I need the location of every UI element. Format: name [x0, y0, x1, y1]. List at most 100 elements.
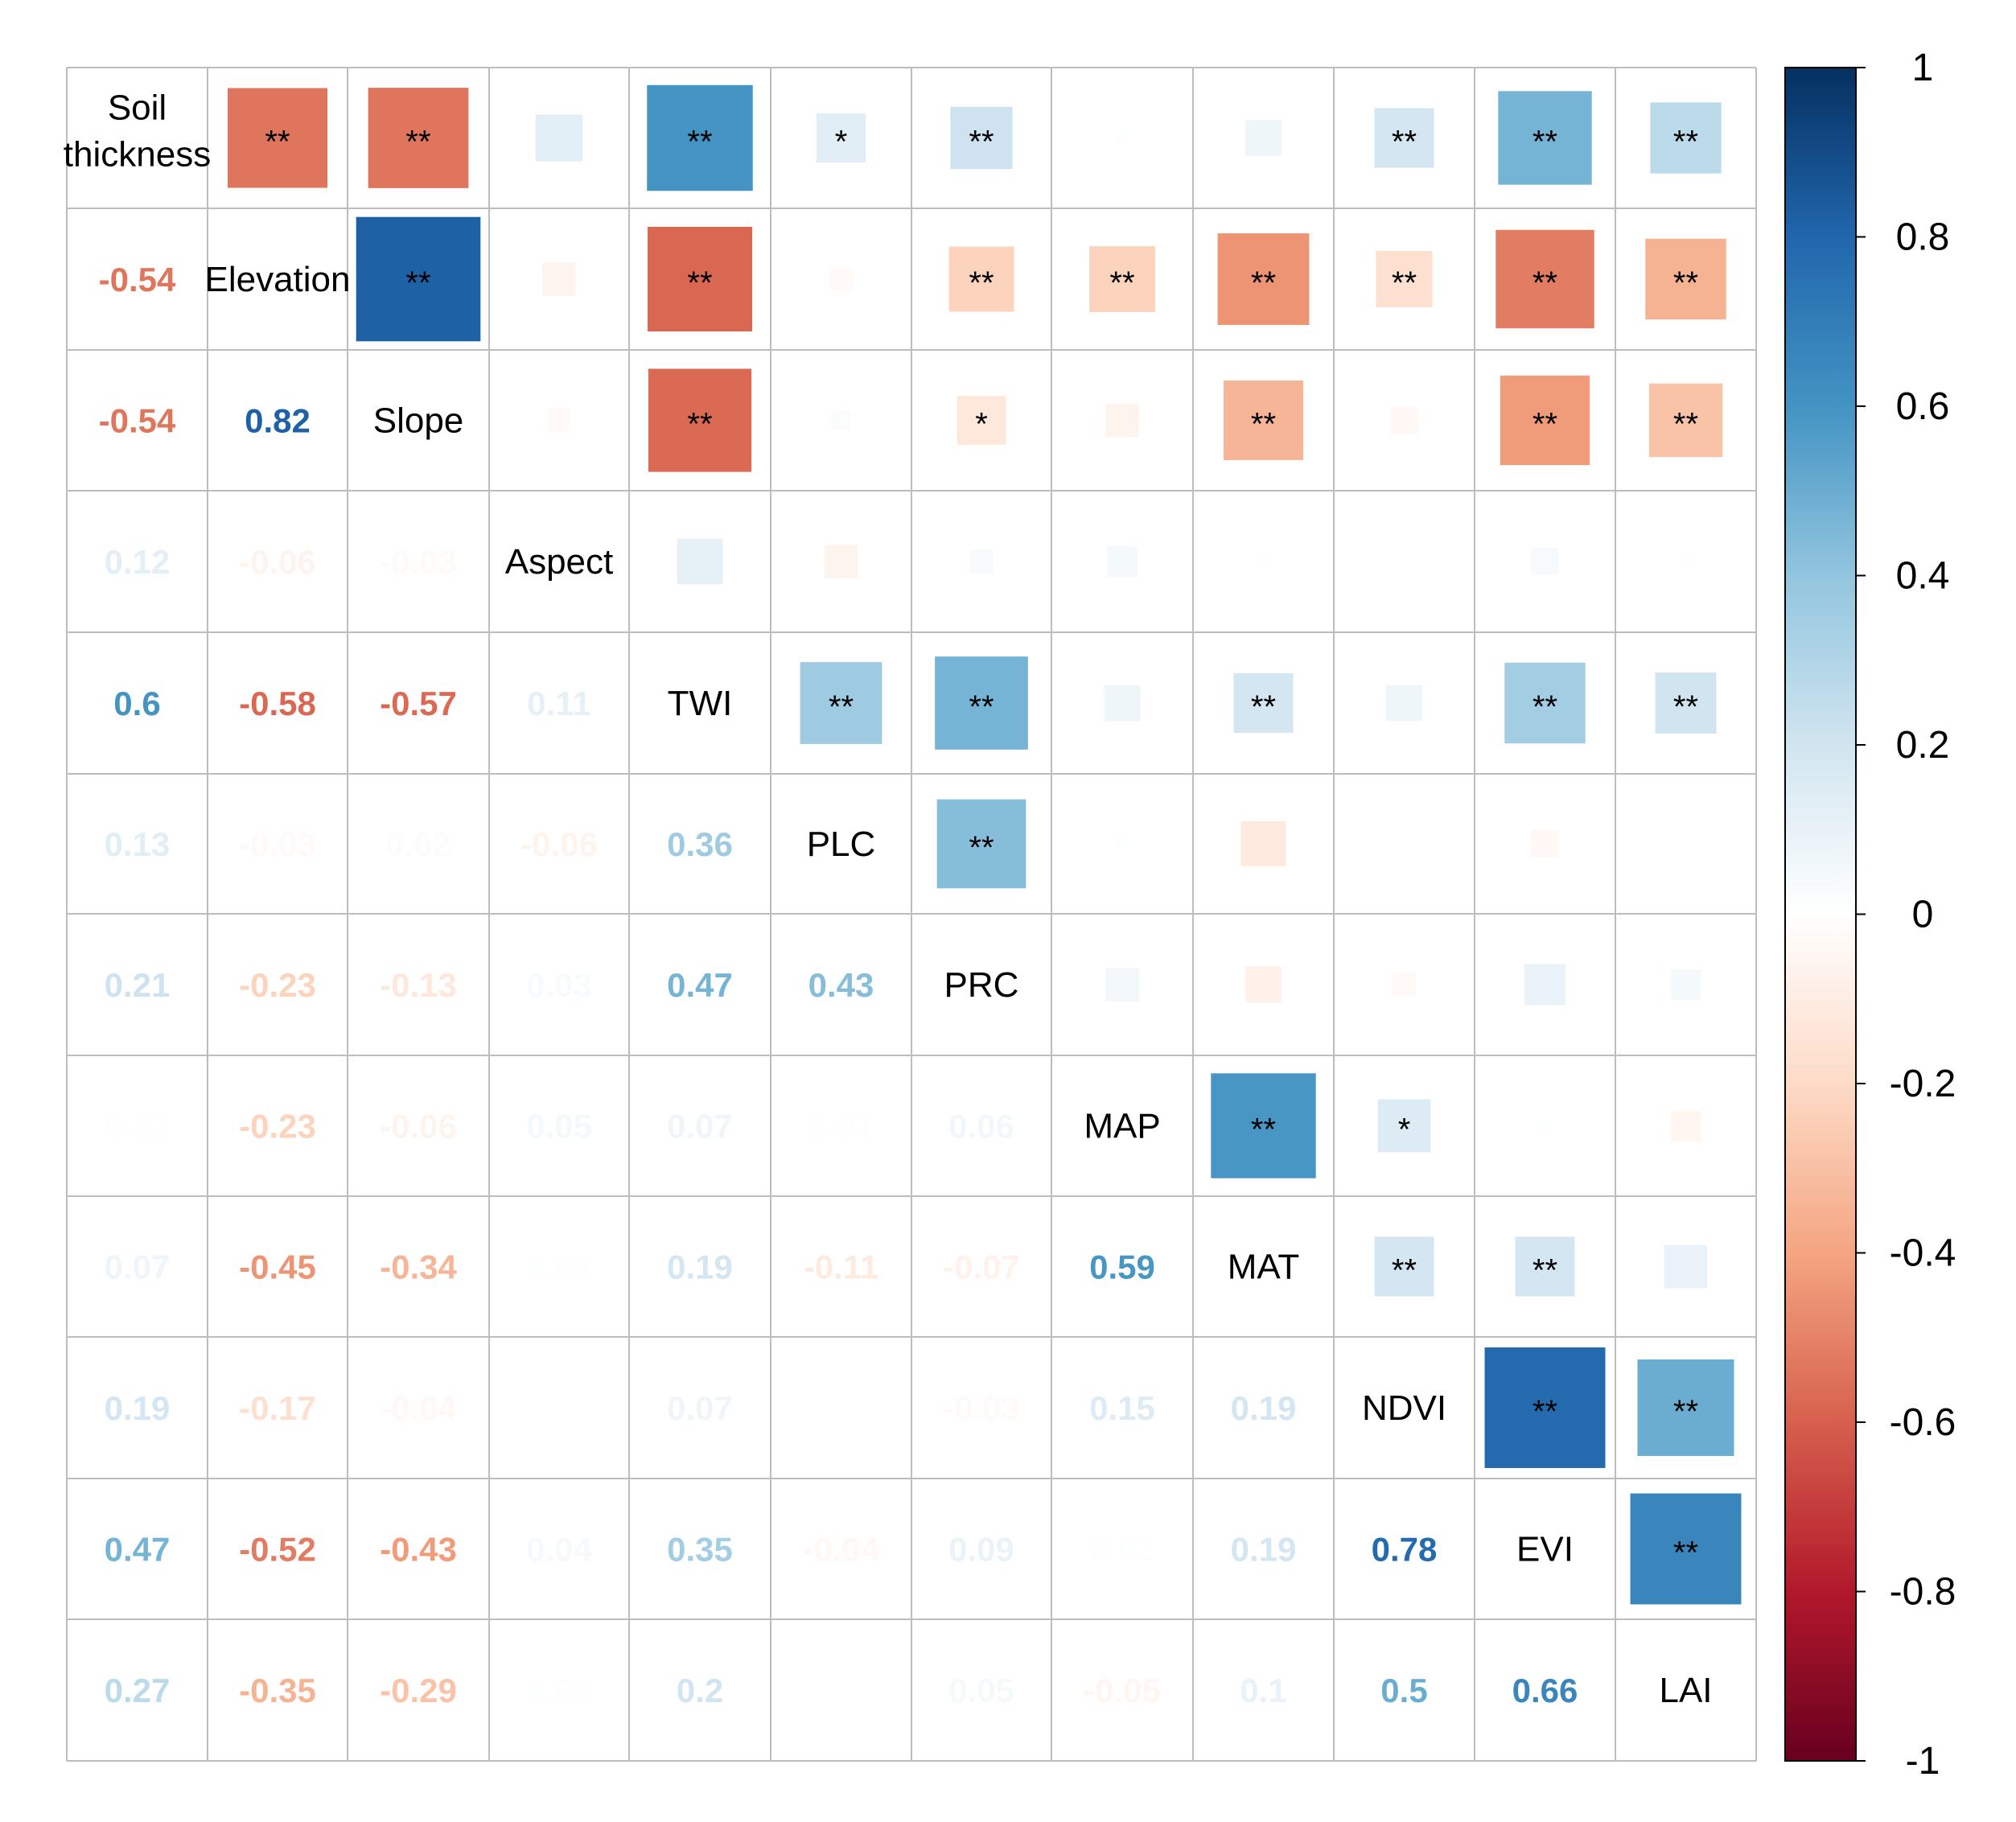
variable-label: Soil thickness — [64, 88, 211, 175]
variable-label: TWI — [668, 684, 733, 723]
significance-mark: ** — [1673, 689, 1698, 725]
corr-value-label: -0.06 — [239, 543, 316, 581]
corr-value-label: 0.27 — [105, 1672, 171, 1709]
significance-mark: ** — [1533, 125, 1557, 160]
significance-mark: * — [975, 407, 988, 442]
colorbar-tick-label: 0 — [1912, 894, 1934, 936]
significance-mark: ** — [1673, 1536, 1698, 1571]
corr-square-9-11 — [1637, 1359, 1734, 1457]
corr-value-label: -0.23 — [239, 966, 316, 1004]
corr-value-label: 0.07 — [667, 1108, 733, 1145]
significance-mark: * — [1398, 1113, 1411, 1148]
corr-value-label: 0.59 — [1089, 1248, 1155, 1286]
corr-value-label: -0.13 — [380, 966, 457, 1004]
corr-square-6-8 — [1245, 966, 1282, 1003]
corr-value-label: 0.01 — [526, 1672, 592, 1709]
grid-lines — [66, 67, 1757, 1762]
corr-square-0-11 — [1650, 102, 1722, 174]
corr-value-label: -0.52 — [239, 1531, 316, 1569]
corr-square-1-6 — [948, 246, 1014, 312]
corr-square-4-8 — [1233, 673, 1294, 733]
corr-square-7-11 — [1670, 1110, 1701, 1141]
significance-mark: ** — [1533, 1394, 1557, 1429]
corr-value-label: -0.11 — [804, 1248, 878, 1286]
corr-square-0-5 — [816, 113, 866, 163]
significance-mark: ** — [969, 830, 994, 866]
corr-square-9-10 — [1484, 1347, 1606, 1468]
corr-square-2-3 — [547, 408, 571, 433]
significance-mark: ** — [687, 265, 712, 301]
corr-square-1-4 — [647, 226, 753, 332]
significance-mark: * — [835, 125, 848, 160]
corr-square-2-6 — [957, 396, 1006, 445]
colorbar-gradient — [1784, 67, 1857, 1762]
corr-square-8-9 — [1374, 1236, 1434, 1297]
corr-square-2-10 — [1500, 375, 1590, 466]
corr-value-label: 0.47 — [667, 966, 733, 1004]
corr-value-label: 0.19 — [667, 1248, 733, 1286]
corr-value-label: 0.15 — [1089, 1389, 1155, 1427]
corr-value-label: 0 — [832, 1672, 850, 1709]
significance-mark: ** — [1251, 407, 1276, 442]
corr-square-2-11 — [1648, 383, 1723, 458]
corr-square-2-7 — [1105, 403, 1139, 438]
corr-square-3-4 — [677, 538, 723, 585]
corr-value-label: -0.58 — [239, 685, 316, 722]
variable-label-line: Soil — [108, 88, 167, 128]
corr-value-label: 0.06 — [948, 1108, 1014, 1145]
colorbar-tick-label: 1 — [1912, 47, 1934, 89]
corr-square-3-7 — [1106, 545, 1138, 578]
corr-value-label: 0.19 — [1231, 1389, 1297, 1427]
corr-square-7-8 — [1211, 1073, 1316, 1178]
corr-square-3-11 — [1679, 554, 1693, 569]
corr-value-label: -0.45 — [239, 1248, 316, 1286]
corr-square-1-11 — [1645, 238, 1726, 320]
corr-value-label: 0.1 — [1240, 1672, 1286, 1709]
corr-value-label: 0.6 — [113, 685, 160, 722]
corr-value-label: -0.29 — [380, 1672, 457, 1709]
corr-square-2-8 — [1224, 380, 1303, 460]
corr-value-label: 0.21 — [105, 966, 171, 1004]
corr-square-4-7 — [1104, 685, 1141, 722]
corr-value-label: -0.04 — [803, 1531, 880, 1569]
significance-mark: ** — [405, 125, 430, 160]
variable-label: MAT — [1228, 1248, 1300, 1287]
corr-square-8-11 — [1664, 1244, 1708, 1289]
significance-mark: ** — [969, 689, 994, 725]
variable-label: PLC — [807, 825, 876, 864]
variable-label: Aspect — [505, 542, 614, 582]
corr-value-label: 0.02 — [385, 825, 451, 863]
corr-value-label: -0.07 — [943, 1248, 1020, 1286]
corr-square-0-10 — [1498, 91, 1592, 185]
significance-mark: ** — [687, 407, 712, 442]
colorbar-tick-label: -0.8 — [1890, 1571, 1956, 1614]
corr-value-label: 0.03 — [526, 966, 592, 1004]
colorbar-tick-label: -0.6 — [1890, 1401, 1956, 1444]
corr-square-5-7 — [1115, 837, 1129, 851]
colorbar-tick-label: -1 — [1906, 1740, 1940, 1783]
colorbar-tick-label: 0.2 — [1896, 724, 1950, 767]
significance-mark: ** — [1673, 1394, 1698, 1429]
corr-square-1-9 — [1376, 251, 1433, 307]
variable-label: PRC — [944, 965, 1019, 1005]
colorbar-tick-label: 0.6 — [1896, 385, 1950, 428]
colorbar: 1 0.8 0.6 0.4 0.2 0 -0.2 -0.4 -0.6 -0.8 -1 — [1784, 47, 1956, 1783]
corr-value-label: 0.01 — [808, 1108, 874, 1145]
corr-value-label: 0.5 — [1380, 1672, 1427, 1709]
corr-value-label: 0.01 — [1089, 1531, 1155, 1569]
corr-square-5-10 — [1531, 830, 1559, 858]
significance-mark: ** — [1673, 125, 1698, 160]
corr-square-1-8 — [1217, 233, 1310, 325]
corr-square-4-9 — [1386, 685, 1422, 722]
corr-value-label: -0.17 — [239, 1389, 316, 1427]
variable-label: Slope — [373, 401, 464, 441]
variable-label-line: thickness — [64, 135, 211, 175]
corr-value-label: 0.78 — [1372, 1531, 1438, 1569]
corr-value-label: 0.01 — [526, 1248, 592, 1286]
corr-value-label: 0.07 — [667, 1389, 733, 1427]
corr-value-label: 0.19 — [1231, 1531, 1297, 1569]
corr-value-label: -0.34 — [380, 1248, 457, 1286]
corr-square-7-10 — [1538, 1119, 1552, 1133]
significance-mark: ** — [1533, 689, 1557, 725]
